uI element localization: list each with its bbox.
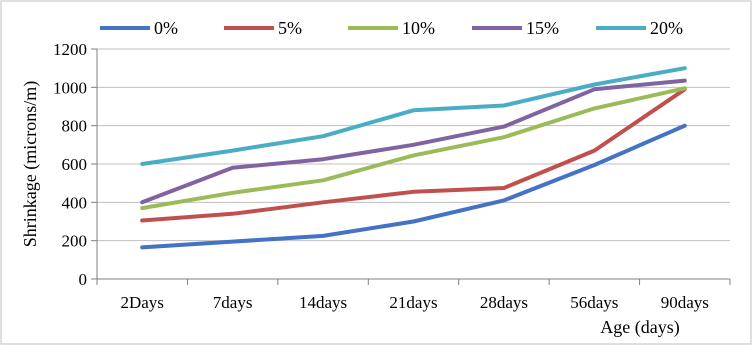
x-tick-label: 2Days	[120, 293, 163, 312]
legend-label: 15%	[526, 18, 559, 38]
x-tick-label: 21days	[389, 293, 437, 312]
y-tick-label: 200	[62, 232, 88, 251]
y-axis-title: Shrinkage (microns/m)	[20, 81, 41, 247]
series-line-10pct	[140, 86, 687, 211]
series-line-0pct	[140, 123, 687, 250]
y-tick-label: 0	[79, 270, 88, 289]
x-tick-label: 14days	[299, 293, 347, 312]
y-tick-label: 600	[62, 155, 88, 174]
legend-label: 20%	[650, 18, 683, 38]
legend-label: 10%	[402, 18, 435, 38]
legend-label: 5%	[278, 18, 302, 38]
x-tick-label: 90days	[661, 293, 709, 312]
x-tick-labels: 2Days 7days 14days 21days 28days 56days 90days	[120, 293, 708, 312]
series-lines	[140, 66, 687, 250]
grid-lines	[97, 48, 730, 242]
y-tick-label: 800	[62, 117, 88, 136]
series-line-5pct	[140, 87, 687, 223]
legend-label: 0%	[154, 18, 178, 38]
y-tick-label: 400	[62, 193, 88, 212]
legend: 0% 5% 10% 15% 20%	[100, 18, 683, 38]
x-axis-title: Age (days)	[600, 317, 679, 338]
y-tick-label: 1200	[53, 40, 87, 59]
series-line-15pct	[140, 78, 687, 205]
x-tick-label: 7days	[213, 293, 253, 312]
axes	[91, 48, 731, 285]
x-tick-label: 28days	[480, 293, 528, 312]
series-line-20pct	[140, 66, 687, 166]
x-tick-label: 56days	[570, 293, 618, 312]
y-tick-labels: 0 200 400 600 800 1000 1200	[53, 40, 87, 289]
y-tick-label: 1000	[53, 78, 87, 97]
